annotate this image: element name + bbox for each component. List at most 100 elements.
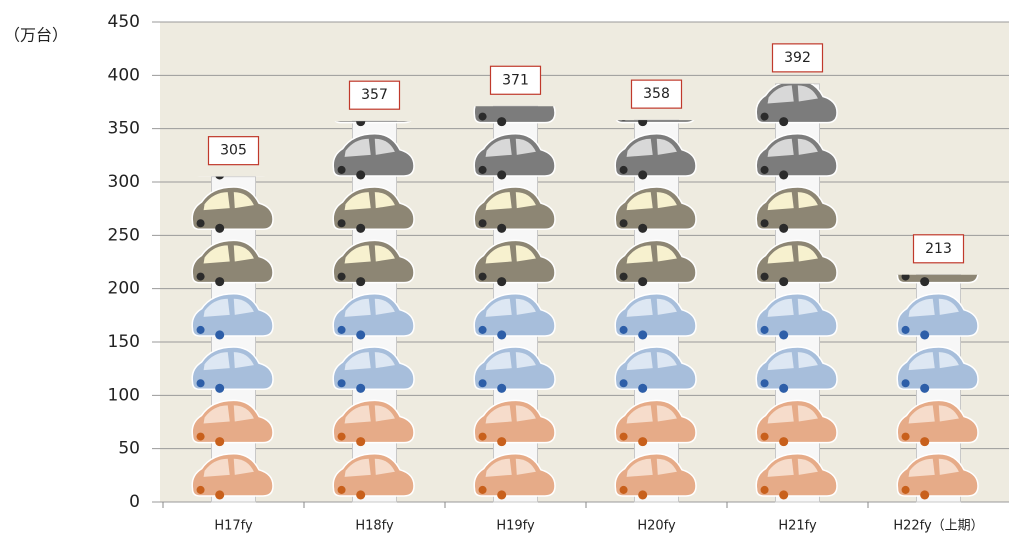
- car-window: [344, 298, 371, 317]
- car-icon: [615, 120, 695, 127]
- car-window: [767, 405, 794, 424]
- car-icon: [896, 274, 979, 287]
- car-body: [473, 106, 556, 124]
- car-window: [767, 352, 794, 371]
- unit-label: （万台）: [4, 26, 68, 45]
- car-wheel: [215, 490, 225, 500]
- car-wheel: [619, 432, 628, 441]
- car-wheel: [779, 330, 789, 340]
- car-window: [233, 298, 254, 315]
- car-window: [233, 192, 254, 209]
- car-stack: [896, 274, 979, 500]
- car-window: [938, 298, 959, 315]
- car-wheel: [356, 437, 366, 447]
- car-icon: [191, 239, 274, 287]
- car-window: [485, 192, 512, 211]
- car-wheel: [638, 277, 648, 287]
- car-window: [938, 458, 959, 475]
- car-wheel: [337, 485, 346, 494]
- car-window: [233, 352, 254, 369]
- car-window: [656, 352, 677, 369]
- car-wheel: [196, 485, 205, 494]
- car-window: [797, 352, 818, 369]
- car-window: [797, 138, 818, 155]
- car-wheel: [215, 277, 225, 287]
- car-window: [233, 405, 254, 422]
- car-window: [203, 405, 230, 424]
- value-label: 213: [925, 241, 952, 257]
- car-stack: [473, 106, 556, 500]
- car-wheel: [920, 437, 930, 447]
- car-window: [344, 192, 371, 211]
- y-tick-label: 400: [108, 65, 140, 85]
- car-wheel: [478, 325, 487, 334]
- car-window: [374, 458, 395, 475]
- car-window: [908, 405, 935, 424]
- car-wheel: [497, 330, 507, 340]
- car-wheel: [215, 437, 225, 447]
- value-label-box: [630, 79, 683, 109]
- car-icon: [896, 399, 979, 447]
- car-icon: [332, 452, 415, 500]
- car-icon: [473, 186, 556, 233]
- car-wheel: [478, 272, 487, 281]
- car-window: [797, 245, 818, 262]
- car-wheel: [779, 117, 789, 127]
- car-wheel: [478, 219, 487, 228]
- car-wheel: [337, 379, 346, 388]
- car-window: [515, 405, 536, 422]
- value-label: 371: [502, 72, 529, 88]
- car-wheel: [478, 165, 487, 174]
- car-window: [515, 192, 536, 209]
- car-wheel: [760, 165, 769, 174]
- y-tick-label: 350: [108, 119, 140, 139]
- car-wheel: [356, 223, 366, 233]
- car-stack: [191, 176, 274, 500]
- car-window: [767, 138, 794, 157]
- car-wheel: [497, 277, 507, 287]
- car-wheel: [337, 325, 346, 334]
- car-stack: [755, 83, 838, 500]
- car-icon: [896, 346, 979, 393]
- value-label-box: [912, 234, 965, 264]
- car-wheel: [901, 432, 910, 441]
- car-wheel: [760, 112, 769, 121]
- car-window: [344, 138, 371, 157]
- car-wheel: [356, 277, 366, 287]
- car-window: [515, 298, 536, 315]
- car-icon: [332, 292, 415, 340]
- car-wheel: [497, 383, 507, 393]
- car-wheel: [497, 490, 507, 500]
- car-icon: [755, 346, 838, 393]
- car-window: [344, 352, 371, 371]
- car-wheel: [215, 223, 225, 233]
- car-window: [767, 192, 794, 211]
- car-window: [374, 192, 395, 209]
- value-label-box: [207, 136, 260, 166]
- car-wheel: [760, 272, 769, 281]
- car-icon: [896, 292, 979, 340]
- car-window: [515, 352, 536, 369]
- value-label-box: [489, 65, 542, 95]
- car-window: [485, 245, 512, 264]
- car-window: [203, 458, 230, 477]
- car-icon: [755, 83, 838, 127]
- car-window: [938, 405, 959, 422]
- car-wheel: [638, 490, 648, 500]
- car-icon: [473, 292, 556, 340]
- y-tick-label: 250: [108, 225, 140, 245]
- car-wheel: [920, 490, 930, 500]
- car-icon: [191, 452, 274, 500]
- car-icon: [332, 346, 415, 393]
- car-wheel: [638, 383, 648, 393]
- car-wheel: [779, 223, 789, 233]
- car-wheel: [478, 485, 487, 494]
- y-tick-label: 200: [108, 279, 140, 299]
- car-window: [374, 298, 395, 315]
- car-icon: [755, 132, 838, 180]
- value-label: 305: [220, 143, 247, 159]
- car-wheel: [901, 325, 910, 334]
- value-label-box: [771, 43, 824, 73]
- car-wheel: [215, 176, 224, 180]
- car-wheel: [356, 490, 366, 500]
